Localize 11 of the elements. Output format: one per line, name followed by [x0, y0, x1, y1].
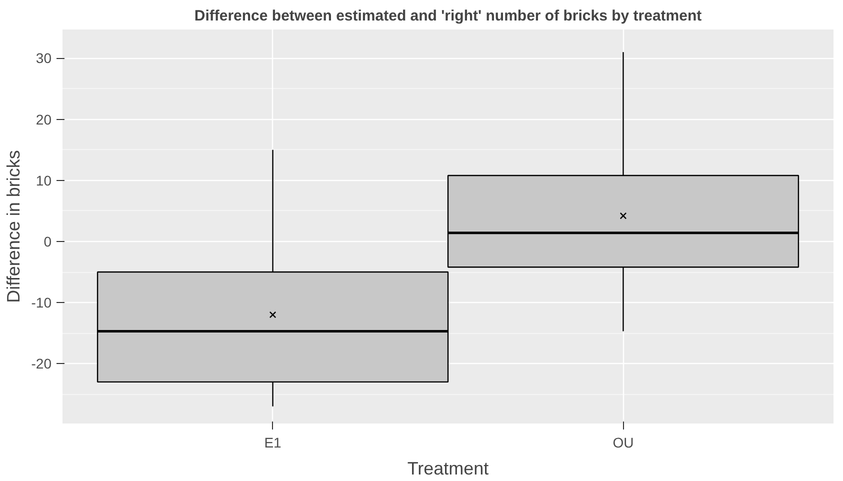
y-tick-label: 20	[36, 111, 52, 128]
y-tick-label: 0	[44, 233, 52, 250]
y-tick-label: -10	[31, 294, 52, 311]
chart-title: Difference between estimated and 'right' number of bricks by treatment	[194, 8, 702, 24]
y-tick-label: 10	[36, 172, 52, 188]
x-tick-label: OU	[612, 434, 634, 450]
x-tick-label: E1	[264, 434, 282, 450]
y-tick-label: 30	[36, 50, 52, 66]
x-axis-title: Treatment	[407, 458, 489, 478]
y-tick-label: -20	[31, 356, 52, 372]
y-axis-title: Difference in bricks	[3, 150, 24, 303]
